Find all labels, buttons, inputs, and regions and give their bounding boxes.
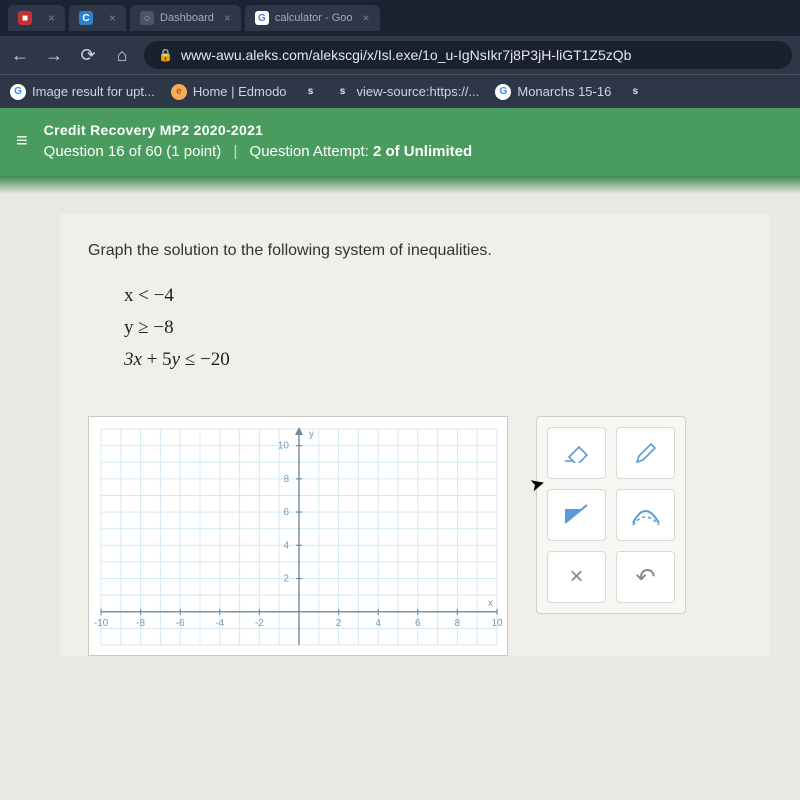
fill-tool[interactable] bbox=[547, 489, 606, 541]
divider: | bbox=[233, 143, 237, 160]
tab-favicon: ■ bbox=[18, 11, 32, 25]
svg-text:10: 10 bbox=[491, 618, 503, 629]
question-prompt: Graph the solution to the following syst… bbox=[88, 242, 742, 260]
svg-text:6: 6 bbox=[415, 618, 421, 629]
question-number: Question 16 of 60 bbox=[44, 143, 162, 160]
course-name: Credit Recovery MP2 2020-2021 bbox=[44, 120, 472, 141]
browser-chrome: ■ × C × ◌ Dashboard × G calculator - Goo… bbox=[0, 0, 800, 108]
bookmark-favicon: s bbox=[303, 84, 319, 100]
bookmark-favicon: G bbox=[495, 84, 511, 100]
svg-text:8: 8 bbox=[455, 618, 461, 629]
eraser-tool[interactable] bbox=[547, 427, 606, 479]
svg-text:4: 4 bbox=[283, 541, 289, 552]
inequality-3: 3x + 5y ≤ −20 bbox=[124, 344, 742, 376]
bookmark-item[interactable]: G Monarchs 15-16 bbox=[495, 84, 611, 100]
pencil-tool[interactable] bbox=[616, 427, 675, 479]
bookmark-item[interactable]: G Image result for upt... bbox=[10, 84, 155, 100]
bookmark-label: Image result for upt... bbox=[32, 84, 155, 99]
svg-text:-10: -10 bbox=[94, 618, 109, 629]
tab-favicon: ◌ bbox=[140, 11, 154, 25]
question-status: Question 16 of 60 (1 point) | Question A… bbox=[44, 141, 472, 164]
svg-text:10: 10 bbox=[278, 441, 290, 452]
header-text: Credit Recovery MP2 2020-2021 Question 1… bbox=[44, 120, 472, 164]
svg-text:-6: -6 bbox=[176, 618, 185, 629]
inequalities-block: x < −4 y ≥ −8 3x + 5y ≤ −20 bbox=[124, 280, 742, 377]
bookmark-item[interactable]: e Home | Edmodo bbox=[171, 84, 287, 100]
tab-close-icon[interactable]: × bbox=[48, 11, 55, 25]
bookmark-item[interactable]: s bbox=[303, 84, 319, 100]
browser-tab[interactable]: ◌ Dashboard × bbox=[130, 5, 241, 31]
question-card: Graph the solution to the following syst… bbox=[60, 214, 770, 657]
browser-tab[interactable]: G calculator - Goo × bbox=[245, 5, 380, 31]
bookmark-item[interactable]: s bbox=[627, 84, 643, 100]
clear-tool[interactable]: × bbox=[547, 551, 606, 603]
bookmark-favicon: s bbox=[627, 84, 643, 100]
url-text: www-awu.aleks.com/alekscgi/x/Isl.exe/1o_… bbox=[181, 47, 631, 63]
undo-tool[interactable]: ↶ bbox=[616, 551, 675, 603]
back-button[interactable]: ← bbox=[8, 45, 32, 66]
svg-text:x: x bbox=[488, 598, 493, 609]
bookmark-favicon: s bbox=[335, 84, 351, 100]
reload-button[interactable]: ⟳ bbox=[76, 45, 100, 66]
tab-label: calculator - Goo bbox=[275, 12, 353, 24]
bookmark-favicon: G bbox=[10, 84, 26, 100]
bookmark-label: Monarchs 15-16 bbox=[517, 84, 611, 99]
graph-grid: -10 -8 -6 -4 -2 2 4 6 8 10 2 4 6 8 10 y x bbox=[89, 417, 508, 656]
aleks-header: ≡ Credit Recovery MP2 2020-2021 Question… bbox=[0, 108, 800, 176]
tab-favicon: C bbox=[79, 11, 93, 25]
svg-text:8: 8 bbox=[283, 474, 289, 485]
address-bar-row: ← → ⟳ ⌂ 🔒 www-awu.aleks.com/alekscgi/x/I… bbox=[0, 36, 800, 74]
tool-palette: × ↶ bbox=[536, 416, 686, 614]
attempt-value: 2 of Unlimited bbox=[373, 143, 472, 160]
bookmark-favicon: e bbox=[171, 84, 187, 100]
home-button[interactable]: ⌂ bbox=[110, 45, 134, 66]
page-content: ≡ Credit Recovery MP2 2020-2021 Question… bbox=[0, 108, 800, 800]
bookmark-label: view-source:https://... bbox=[357, 84, 480, 99]
menu-icon[interactable]: ≡ bbox=[16, 130, 28, 153]
tab-close-icon[interactable]: × bbox=[363, 11, 370, 25]
svg-text:6: 6 bbox=[283, 507, 289, 518]
browser-tabs-row: ■ × C × ◌ Dashboard × G calculator - Goo… bbox=[0, 0, 800, 36]
tab-close-icon[interactable]: × bbox=[224, 11, 231, 25]
svg-text:2: 2 bbox=[283, 574, 289, 585]
svg-text:2: 2 bbox=[336, 618, 342, 629]
lock-icon: 🔒 bbox=[158, 48, 173, 62]
progress-indicator bbox=[0, 176, 800, 194]
bookmark-label: Home | Edmodo bbox=[193, 84, 287, 99]
svg-text:y: y bbox=[309, 429, 314, 440]
bookmark-item[interactable]: s view-source:https://... bbox=[335, 84, 480, 100]
tab-favicon: G bbox=[255, 11, 269, 25]
bookmarks-bar: G Image result for upt... e Home | Edmod… bbox=[0, 74, 800, 108]
work-area: -10 -8 -6 -4 -2 2 4 6 8 10 2 4 6 8 10 y x × ↶ bbox=[88, 416, 742, 656]
tab-close-icon[interactable]: × bbox=[109, 11, 116, 25]
attempt-label: Question Attempt: bbox=[250, 143, 369, 160]
tab-label: Dashboard bbox=[160, 12, 214, 24]
line-style-tool[interactable] bbox=[616, 489, 675, 541]
address-bar[interactable]: 🔒 www-awu.aleks.com/alekscgi/x/Isl.exe/1… bbox=[144, 41, 792, 69]
browser-tab[interactable]: C × bbox=[69, 5, 126, 31]
inequality-2: y ≥ −8 bbox=[124, 312, 742, 344]
graph-canvas[interactable]: -10 -8 -6 -4 -2 2 4 6 8 10 2 4 6 8 10 y x bbox=[88, 416, 508, 656]
svg-text:-2: -2 bbox=[255, 618, 264, 629]
forward-button[interactable]: → bbox=[42, 45, 66, 66]
svg-text:4: 4 bbox=[375, 618, 381, 629]
svg-text:-8: -8 bbox=[136, 618, 145, 629]
question-points: (1 point) bbox=[166, 143, 221, 160]
browser-tab[interactable]: ■ × bbox=[8, 5, 65, 31]
svg-text:-4: -4 bbox=[215, 618, 224, 629]
inequality-1: x < −4 bbox=[124, 280, 742, 312]
